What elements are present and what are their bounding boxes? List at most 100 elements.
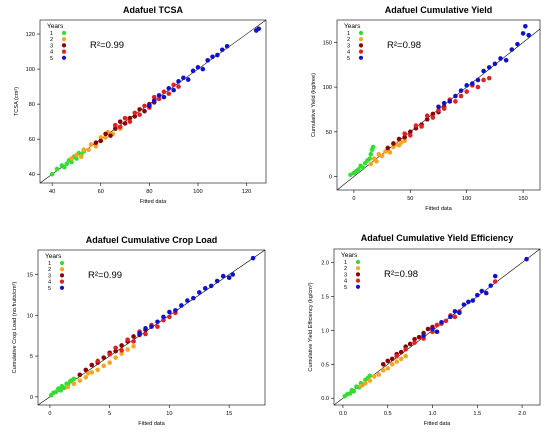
data-point <box>389 362 395 367</box>
data-point <box>156 96 162 102</box>
data-point <box>416 334 422 340</box>
data-point <box>421 333 426 339</box>
data-point <box>434 329 440 335</box>
data-point <box>155 319 160 325</box>
data-point <box>376 372 382 377</box>
legend-label: 1 <box>344 260 347 266</box>
x-tick-label: 1.0 <box>429 411 437 417</box>
data-point <box>156 93 162 98</box>
data-point <box>64 161 70 167</box>
data-point <box>103 131 108 137</box>
data-point <box>147 103 152 109</box>
data-point <box>149 324 154 329</box>
data-point <box>524 256 529 262</box>
data-point <box>520 31 526 36</box>
series-5 <box>137 255 256 336</box>
data-point <box>380 368 386 373</box>
data-point <box>137 107 142 112</box>
data-point <box>171 82 176 88</box>
data-point <box>385 145 391 151</box>
data-point <box>367 373 373 379</box>
legend-label: 4 <box>50 50 53 56</box>
data-point <box>93 140 99 145</box>
legend-label: 5 <box>344 285 347 291</box>
y-tick-label: 10 <box>27 313 33 319</box>
y-tick-label: 150 <box>323 40 332 46</box>
data-point <box>526 32 532 38</box>
legend-label: 2 <box>347 37 350 43</box>
data-point <box>176 79 181 84</box>
data-point <box>137 330 142 336</box>
legend-label: 4 <box>48 280 51 286</box>
data-point <box>385 366 391 371</box>
data-point <box>436 108 441 113</box>
data-point <box>398 356 404 362</box>
data-point <box>119 348 124 353</box>
x-tick-label: 60 <box>98 189 104 195</box>
chart-panel-4: Adafuel Cumulative Yield Efficiency 0.0 0.… <box>308 233 541 427</box>
data-point <box>176 84 181 89</box>
data-point <box>208 283 214 289</box>
data-point <box>348 172 353 178</box>
data-point <box>503 57 509 63</box>
data-point <box>185 77 191 82</box>
data-point <box>69 159 74 165</box>
series-1 <box>48 376 77 398</box>
data-point <box>74 152 79 158</box>
x-tick-label: 120 <box>242 189 251 195</box>
legend-marker <box>61 55 67 60</box>
data-point <box>376 151 382 157</box>
data-point <box>475 77 481 83</box>
y-tick-label: 1.5 <box>321 294 329 300</box>
x-axis-label: Fitted data <box>138 421 165 427</box>
data-point <box>441 100 447 106</box>
legend-marker <box>358 43 364 48</box>
data-point <box>88 142 94 147</box>
legend-label: 3 <box>50 43 53 49</box>
legend-title: Years <box>341 252 358 259</box>
x-tick-label: 0.0 <box>339 411 347 417</box>
data-point <box>492 273 498 279</box>
y-tick-label: 0 <box>30 395 33 401</box>
legend-label: 2 <box>50 37 53 43</box>
legend-marker <box>355 259 361 265</box>
data-point <box>358 383 364 389</box>
data-point <box>83 367 89 373</box>
legend-label: 2 <box>344 266 347 272</box>
data-point <box>475 84 481 90</box>
legend-title: Years <box>47 23 64 30</box>
data-point <box>167 314 172 320</box>
legend-marker <box>59 285 65 290</box>
data-point <box>117 124 123 130</box>
legend-marker <box>61 37 67 42</box>
plot-frame <box>333 248 541 406</box>
series-5 <box>147 26 262 109</box>
legend-marker <box>355 284 361 289</box>
data-point <box>394 353 399 359</box>
data-point <box>461 302 467 307</box>
series-3 <box>93 100 157 145</box>
chart-title: Adafuel Cumulative Yield Efficiency <box>361 233 514 243</box>
data-point <box>83 374 89 380</box>
data-point <box>166 91 172 96</box>
data-point <box>54 166 60 172</box>
data-point <box>219 47 225 53</box>
data-point <box>142 108 147 114</box>
y-tick-label: 50 <box>326 130 332 136</box>
data-point <box>131 334 136 339</box>
data-point <box>363 380 368 386</box>
data-point <box>71 381 77 387</box>
legend-label: 1 <box>347 31 350 37</box>
data-point <box>430 115 436 120</box>
data-point <box>402 131 407 136</box>
data-point <box>151 94 157 100</box>
data-point <box>486 75 492 81</box>
x-tick-label: 5 <box>108 411 111 417</box>
y-tick-label: 0 <box>329 175 332 181</box>
legend-label: 2 <box>48 267 51 273</box>
data-point <box>119 343 124 348</box>
data-point <box>453 99 458 104</box>
data-point <box>470 81 475 86</box>
series-3 <box>380 324 435 367</box>
